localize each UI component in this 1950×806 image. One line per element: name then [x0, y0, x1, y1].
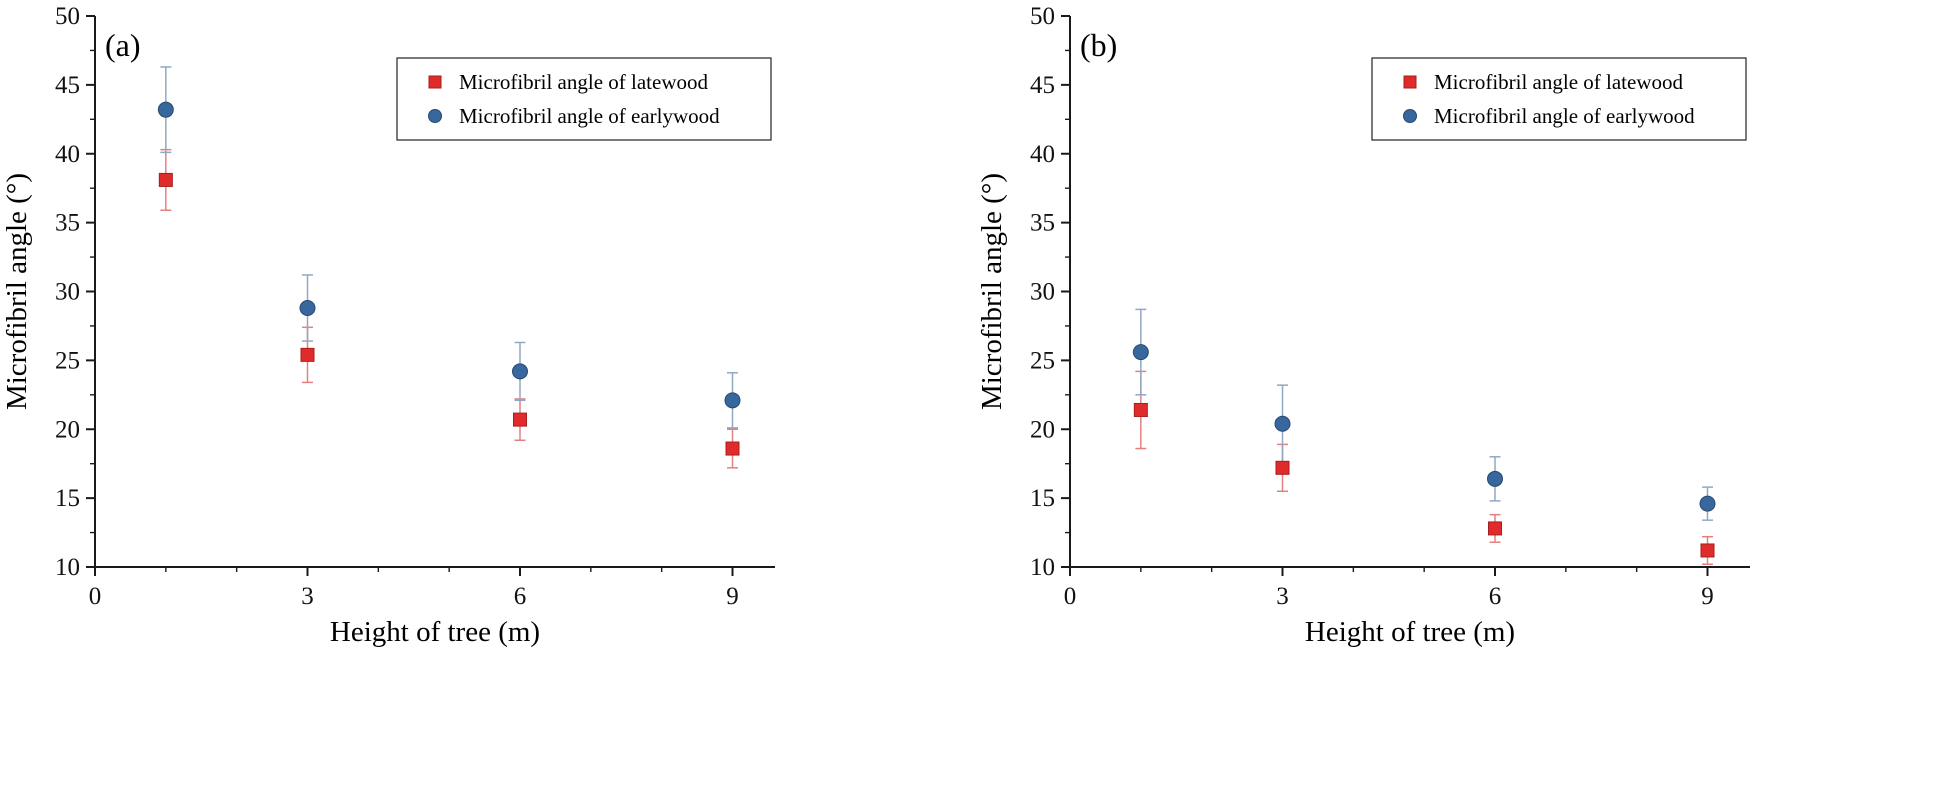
chart-panel-b: 10 15 20 25 30 35 40 45 50 0 3 6 9 Height of tree (m)… [975, 0, 1950, 806]
chart-svg: 10 15 20 25 30 35 40 45 50 0 3 6 9 Height of tree (m)… [1, 3, 775, 648]
x-tick-label: 6 [1489, 583, 1502, 610]
x-axis-title: Height of tree (m) [1305, 616, 1515, 648]
legend-label: Microfibril angle of earlywood [459, 104, 720, 128]
legend-box [396, 57, 772, 141]
y-tick-label: 15 [55, 485, 80, 512]
legend-label: Microfibril angle of latewood [459, 70, 709, 94]
y-tick-label: 50 [55, 3, 80, 30]
latewood-marker [300, 347, 315, 362]
legend-label: Microfibril angle of earlywood [1434, 104, 1695, 128]
y-tick-label: 10 [1030, 554, 1055, 581]
y-tick-label: 20 [55, 416, 80, 443]
y-tick-label: 40 [55, 141, 80, 168]
x-tick-label: 0 [89, 583, 102, 610]
panel-label: (a) [105, 27, 141, 63]
latewood-marker [1133, 402, 1148, 417]
y-tick-label: 45 [1030, 72, 1055, 99]
latewood-marker [725, 441, 740, 456]
legend-label: Microfibril angle of latewood [1434, 70, 1684, 94]
legend-marker-square [1403, 75, 1417, 89]
legend-marker-circle [1403, 109, 1417, 123]
y-tick-label: 25 [55, 347, 80, 374]
legend-marker-square [428, 75, 442, 89]
latewood-marker [1700, 543, 1715, 558]
x-tick-label: 9 [1701, 583, 1714, 610]
latewood-marker [513, 412, 527, 427]
x-tick-label: 9 [726, 583, 739, 610]
latewood-marker [1275, 460, 1290, 475]
x-tick-label: 3 [1276, 583, 1289, 610]
x-axis-title: Height of tree (m) [330, 616, 540, 648]
earlywood-marker [724, 392, 741, 409]
x-tick-label: 0 [1064, 583, 1077, 610]
chart-svg: 10 15 20 25 30 35 40 45 50 0 3 6 9 Height of tree (m)… [976, 3, 1750, 648]
y-axis-title: Microfibril angle (°) [976, 173, 1008, 410]
legend-marker-circle [428, 109, 442, 123]
y-tick-label: 25 [1030, 347, 1055, 374]
y-tick-label: 40 [1030, 141, 1055, 168]
y-tick-label: 35 [1030, 210, 1055, 237]
latewood-marker [1488, 521, 1502, 536]
y-tick-label: 30 [1030, 279, 1055, 306]
y-tick-label: 15 [1030, 485, 1055, 512]
y-axis-title: Microfibril angle (°) [1, 173, 33, 410]
earlywood-marker [1487, 470, 1503, 487]
earlywood-marker [1699, 495, 1716, 512]
legend-box [1371, 57, 1747, 141]
y-tick-label: 10 [55, 554, 80, 581]
earlywood-marker [1274, 415, 1291, 432]
y-tick-label: 45 [55, 72, 80, 99]
earlywood-marker [1132, 344, 1149, 361]
chart-panel-a: 10 15 20 25 30 35 40 45 50 0 3 6 9 Height of tree (m)… [1, 3, 775, 648]
panel-label: (b) [1080, 27, 1117, 63]
x-tick-label: 6 [514, 583, 527, 610]
latewood-marker [158, 172, 173, 187]
x-tick-label: 3 [301, 583, 314, 610]
earlywood-marker [157, 101, 174, 118]
y-tick-label: 30 [55, 279, 80, 306]
y-tick-label: 50 [1030, 3, 1055, 30]
earlywood-marker [512, 363, 528, 380]
earlywood-marker [299, 300, 316, 317]
y-tick-label: 20 [1030, 416, 1055, 443]
y-tick-label: 35 [55, 210, 80, 237]
